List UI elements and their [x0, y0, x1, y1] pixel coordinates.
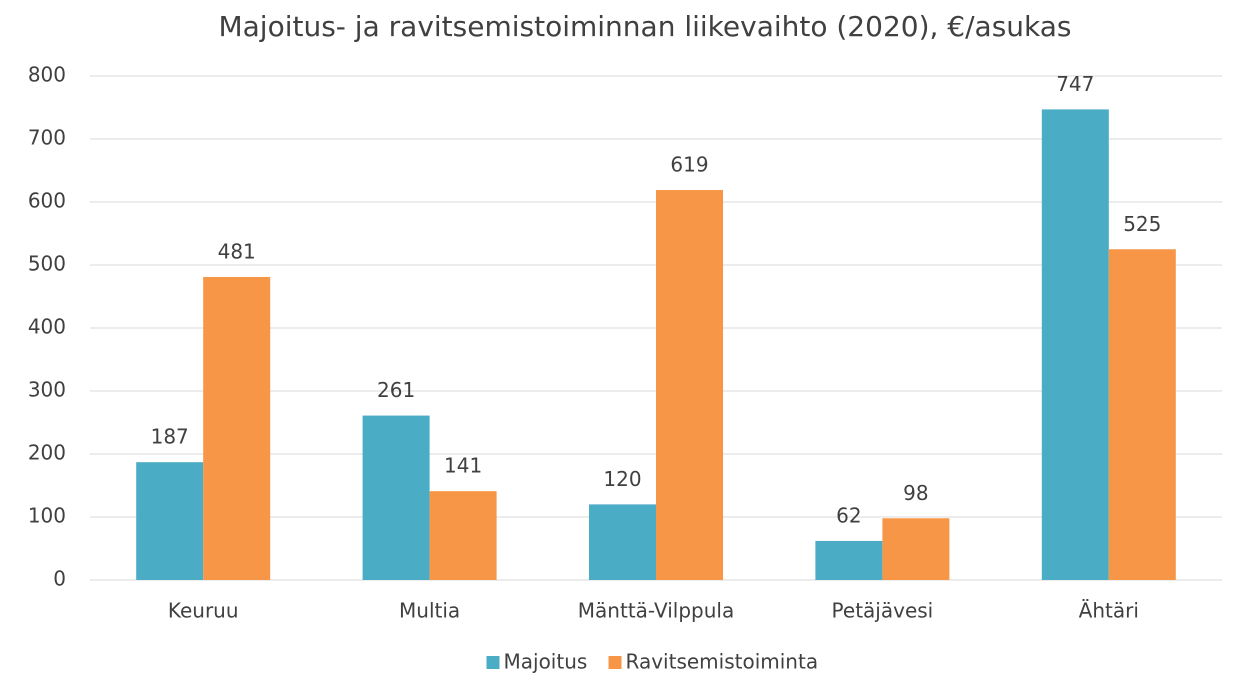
x-tick-label: Ähtäri: [1079, 599, 1139, 623]
data-label: 619: [670, 153, 708, 177]
x-tick-label: Mänttä-Vilppula: [578, 599, 734, 623]
bar: [882, 518, 950, 580]
data-label: 747: [1056, 72, 1094, 96]
y-tick-label: 100: [28, 504, 66, 528]
y-tick-label: 200: [28, 441, 66, 465]
bar: [589, 504, 656, 580]
data-label: 261: [377, 378, 415, 402]
y-tick-label: 600: [28, 189, 66, 213]
legend-label: Ravitsemistoiminta: [626, 650, 819, 674]
bar: [656, 190, 723, 580]
x-tick-label: Petäjävesi: [832, 599, 934, 623]
legend-swatch: [486, 656, 500, 669]
legend-swatch: [608, 656, 622, 669]
data-label: 120: [603, 467, 641, 491]
y-tick-label: 0: [53, 567, 66, 591]
bar: [429, 491, 497, 580]
y-tick-label: 800: [28, 63, 66, 87]
legend-label: Majoitus: [504, 650, 588, 674]
y-tick-label: 700: [28, 126, 66, 150]
y-tick-label: 400: [28, 315, 66, 339]
data-label: 525: [1123, 212, 1161, 236]
bar: [136, 462, 204, 580]
bar: [1041, 109, 1109, 580]
x-tick-label: Keuruu: [168, 599, 239, 623]
data-label: 141: [444, 454, 482, 478]
y-tick-label: 300: [28, 378, 66, 402]
chart-title: Majoitus- ja ravitsemistoiminnan liikeva…: [218, 10, 1071, 43]
data-label: 98: [903, 481, 928, 505]
bar: [362, 415, 430, 580]
data-label: 62: [836, 503, 861, 527]
data-label: 187: [151, 425, 189, 449]
y-tick-label: 500: [28, 252, 66, 276]
bar: [1108, 249, 1176, 580]
data-label: 481: [218, 239, 256, 263]
bar: [815, 540, 883, 580]
bar: [203, 276, 271, 580]
x-tick-label: Multia: [399, 599, 460, 623]
